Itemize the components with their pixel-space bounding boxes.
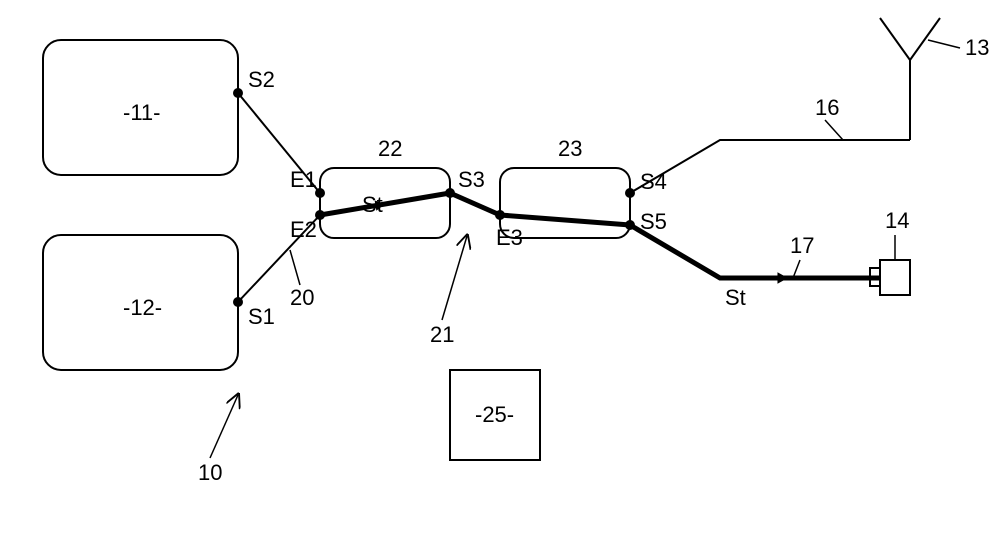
- box-label-b12: -12-: [123, 295, 162, 320]
- lead-label-l13: 13: [965, 35, 989, 60]
- lead-l20: [290, 250, 300, 285]
- node-label-E3: E3: [496, 225, 523, 250]
- lead-l13: [928, 40, 960, 48]
- node-S4: [625, 188, 635, 198]
- lead-l16: [825, 120, 843, 140]
- node-label-S1: S1: [248, 304, 275, 329]
- edge-17: [630, 225, 880, 278]
- edge-E3-S5: [500, 215, 630, 225]
- box-label-b11: -11-: [123, 100, 161, 125]
- label-St2: St: [725, 285, 746, 310]
- diagram: -11- -12- 22 23 -25- S1 S2 E1 E2 S3 E3 S4 S5 13 16 14 17…: [0, 0, 1000, 537]
- lead-label-l10: 10: [198, 460, 222, 485]
- lead-l21: [442, 236, 467, 320]
- lead-label-l20: 20: [290, 285, 314, 310]
- edge-16: [630, 140, 910, 193]
- lead-l10: [210, 395, 238, 458]
- node-E3: [495, 210, 505, 220]
- node-label-S4: S4: [640, 169, 667, 194]
- label-St1: St: [362, 192, 383, 217]
- box-label-b22: 22: [378, 136, 402, 161]
- node-label-E2: E2: [290, 217, 317, 242]
- node-label-S5: S5: [640, 209, 667, 234]
- lead-label-l17: 17: [790, 233, 814, 258]
- lead-l17: [793, 260, 800, 278]
- box-label-b23: 23: [558, 136, 582, 161]
- node-label-S2: S2: [248, 67, 275, 92]
- lead-label-l16: 16: [815, 95, 839, 120]
- node-label-E1: E1: [290, 167, 317, 192]
- antenna-icon: [880, 18, 940, 140]
- node-S5: [625, 220, 635, 230]
- node-S2: [233, 88, 243, 98]
- box-label-b25: -25-: [475, 402, 514, 427]
- node-label-S3: S3: [458, 167, 485, 192]
- node-S3: [445, 188, 455, 198]
- camera-body: [880, 260, 910, 295]
- node-S1: [233, 297, 243, 307]
- edge-S3-E3: [450, 193, 500, 215]
- lead-label-l14: 14: [885, 208, 909, 233]
- arrow-head: [777, 272, 788, 284]
- lead-label-l21: 21: [430, 322, 454, 347]
